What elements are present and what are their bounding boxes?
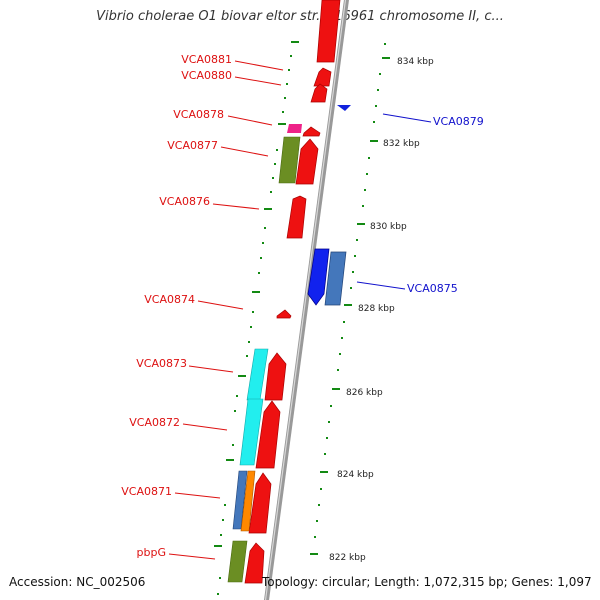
gene-arrow-vca0872: [255, 400, 281, 469]
gene-arrow-vca0873: [264, 352, 287, 401]
gene-labels-right: VCA0879 VCA0875: [407, 115, 484, 295]
gene-label-vca0877: VCA0877: [167, 139, 218, 152]
topology-text: Topology: circular; Length: 1,072,315 bp…: [262, 575, 592, 589]
feature-vca0878: [287, 124, 302, 133]
kbp-label-828: 828 kbp: [358, 304, 395, 314]
gene-label-pbpG: pbpG: [137, 546, 166, 559]
inner-ruler: [214, 41, 299, 595]
genome-backbone-highlight: [264, 0, 347, 600]
gene-arrow-vca0875a: [307, 248, 330, 306]
gene-label-vca0881: VCA0881: [181, 53, 232, 66]
gene-arrow-pbpG: [244, 542, 265, 584]
feature-vca0873: [246, 348, 269, 401]
left-leader-lines: [168, 60, 284, 560]
kbp-label-834: 834 kbp: [397, 57, 434, 67]
gene-arrow-vca0878b: [302, 126, 321, 137]
reverse-strand-genes: [307, 105, 351, 306]
kbp-label-822: 822 kbp: [329, 553, 366, 563]
gene-label-vca0875: VCA0875: [407, 282, 458, 295]
kbp-label-826: 826 kbp: [346, 388, 383, 398]
gene-arrow-vca0877: [295, 138, 319, 185]
gene-labels-left: VCA0881 VCA0880 VCA0878 VCA0877 VCA0876 …: [121, 53, 232, 559]
gene-arrow-vca0875b: [324, 251, 347, 306]
gene-label-vca0876: VCA0876: [159, 195, 210, 208]
accession-text: Accession: NC_002506: [9, 575, 146, 589]
genome-backbone: [264, 0, 349, 600]
gene-label-vca0879: VCA0879: [433, 115, 484, 128]
kbp-label-832: 832 kbp: [383, 139, 420, 149]
gene-label-vca0878: VCA0878: [173, 108, 224, 121]
gene-arrow-vca0880: [313, 67, 332, 87]
gene-arrow-vca0881: [316, 0, 341, 63]
right-leader-lines: [356, 113, 432, 290]
map-title: Vibrio cholerae O1 biovar eltor str. N16…: [96, 9, 504, 24]
forward-strand-genes: [244, 0, 341, 584]
gene-label-vca0871: VCA0871: [121, 485, 172, 498]
kbp-label-830: 830 kbp: [370, 222, 407, 232]
feature-vca0872: [239, 398, 264, 466]
feature-vca0877: [278, 136, 301, 184]
gene-arrow-vca0874: [276, 309, 292, 319]
gene-label-vca0873: VCA0873: [136, 357, 187, 370]
feature-pbpG: [227, 540, 248, 583]
gene-arrow-vca0880b: [310, 83, 328, 103]
gene-arrow-vca0876: [286, 195, 307, 239]
gene-label-vca0880: VCA0880: [181, 69, 232, 82]
other-features: [227, 124, 302, 583]
gene-label-vca0874: VCA0874: [144, 293, 195, 306]
gene-arrow-vca0879: [337, 105, 351, 111]
gene-label-vca0872: VCA0872: [129, 416, 180, 429]
feature-vca0871b: [240, 470, 256, 532]
outer-ruler: [310, 43, 390, 555]
kbp-label-824: 824 kbp: [337, 470, 374, 480]
gene-arrow-vca0871: [248, 472, 272, 534]
